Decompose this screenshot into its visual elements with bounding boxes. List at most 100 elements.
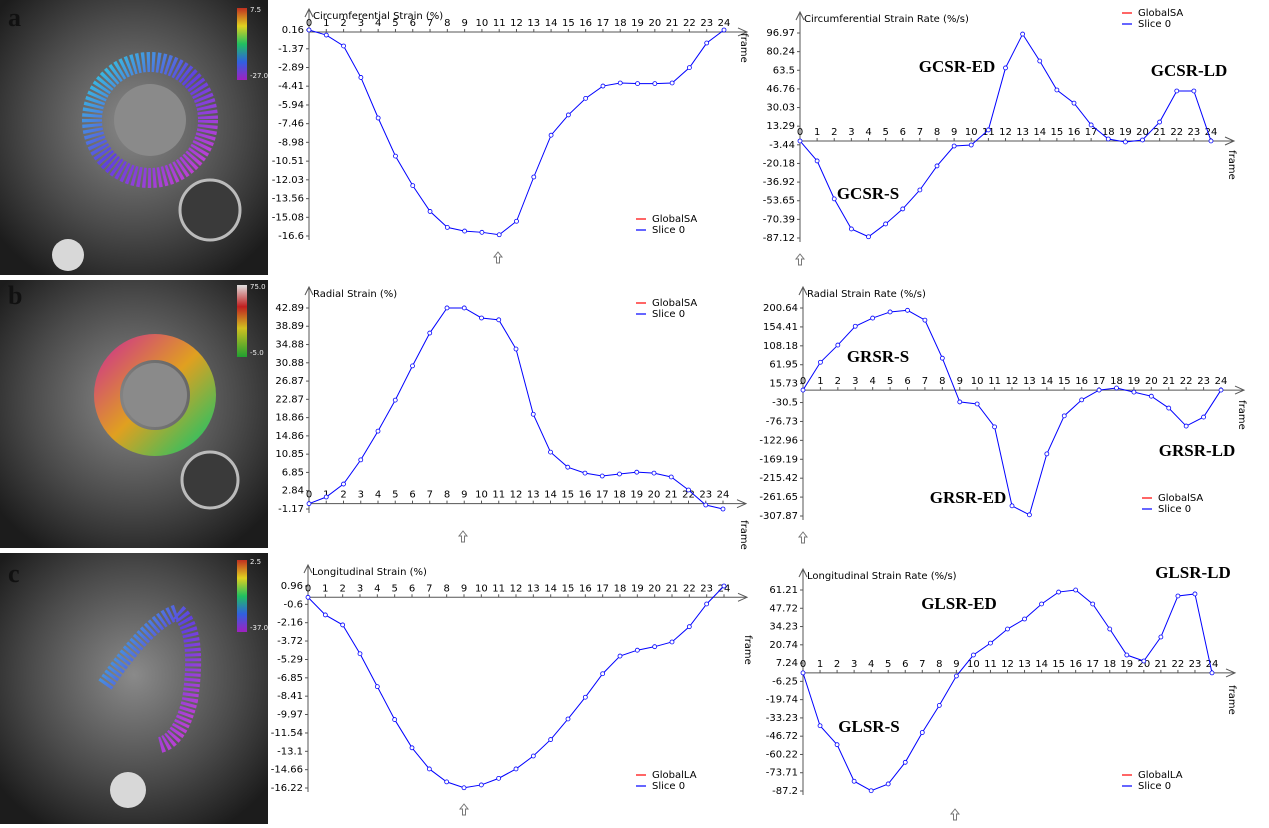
y-tick-label: 30.88	[275, 358, 304, 369]
x-tick-label: 22	[682, 490, 695, 501]
x-tick-label: 5	[392, 490, 398, 501]
data-point	[358, 457, 364, 463]
annotation: GRSR-ED	[930, 488, 1007, 507]
data-point	[1005, 626, 1010, 632]
x-tick-label: 21	[1155, 659, 1168, 670]
data-point	[548, 449, 553, 455]
x-tick-label: 18	[614, 583, 627, 594]
x-tick-label: 3	[357, 583, 363, 594]
x-tick-label: 0	[800, 659, 806, 670]
x-tick-label: 7	[426, 583, 432, 594]
data-point	[1157, 119, 1163, 125]
legend-label: Slice 0	[652, 225, 685, 236]
data-point	[1071, 100, 1077, 106]
x-tick-label: 3	[358, 18, 364, 29]
x-tick-label: 2	[831, 127, 837, 138]
x-tick-label: 3	[851, 659, 857, 670]
colorbar-label: -37.0	[250, 624, 268, 632]
data-point	[905, 307, 910, 313]
chart-title: Longitudinal Strain (%)	[312, 567, 427, 578]
y-tick-label: -76.73	[766, 416, 798, 427]
data-point	[1131, 389, 1137, 395]
x-tick-label: 13	[527, 490, 540, 501]
x-tick-label: 19	[631, 583, 644, 594]
data-point	[444, 224, 450, 230]
x-axis-label: frame	[742, 635, 753, 665]
series-line	[802, 589, 1213, 792]
marker-arrow	[458, 803, 470, 816]
x-tick-label: 1	[814, 127, 820, 138]
x-tick-label: 13	[527, 583, 540, 594]
x-tick-label: 19	[630, 490, 643, 501]
data-point	[870, 315, 876, 321]
annotation: GLSR-ED	[921, 594, 997, 613]
data-point	[635, 81, 640, 86]
data-point	[375, 428, 381, 434]
y-tick-label: -73.71	[766, 768, 798, 779]
data-point	[885, 781, 891, 787]
x-tick-label: 22	[683, 18, 696, 29]
data-point	[393, 153, 398, 159]
chart-title: Circumferential Strain Rate (%/s)	[804, 14, 969, 25]
x-tick-label: 22	[683, 583, 696, 594]
panel-label: b	[8, 281, 22, 310]
y-tick-label: -10.51	[272, 156, 304, 167]
y-tick-label: 80.24	[766, 47, 795, 58]
data-point	[479, 315, 484, 321]
legend-label: Slice 0	[652, 309, 685, 320]
y-tick-label: 7.24	[776, 658, 798, 669]
image-c	[0, 553, 268, 824]
annotation: GCSR-LD	[1151, 61, 1228, 80]
marker-arrow	[794, 253, 806, 266]
x-tick-label: 7	[427, 18, 433, 29]
x-tick-label: 17	[597, 18, 610, 29]
x-tick-label: 15	[1052, 659, 1065, 670]
data-point	[323, 494, 329, 500]
y-tick-label: -46.72	[766, 731, 798, 742]
x-tick-label: 5	[885, 659, 891, 670]
y-tick-label: -4.41	[278, 81, 304, 92]
x-tick-label: 5	[887, 376, 893, 387]
y-tick-label: 30.03	[766, 103, 795, 114]
x-tick-label: 2	[835, 376, 841, 387]
y-tick-label: -16.22	[271, 783, 303, 794]
data-point	[668, 474, 674, 480]
y-tick-label: -36.92	[763, 177, 795, 188]
x-axis-arrow	[737, 592, 749, 602]
x-tick-label: 11	[984, 659, 997, 670]
y-tick-label: -5.94	[278, 100, 304, 111]
x-tick-label: 14	[544, 490, 557, 501]
x-tick-label: 15	[1058, 376, 1071, 387]
data-point	[686, 487, 691, 493]
y-tick-label: -6.85	[277, 673, 303, 684]
x-tick-label: 8	[939, 376, 945, 387]
chart: frame Radial Strain (%) 42.89 38.89 34.88 30.…	[275, 285, 749, 550]
data-point	[704, 601, 710, 607]
data-point	[851, 778, 857, 784]
data-point	[426, 766, 432, 772]
data-point	[1201, 414, 1206, 420]
data-point	[1209, 670, 1215, 676]
series-line	[802, 309, 1222, 516]
x-tick-label: 19	[1120, 659, 1133, 670]
data-point	[919, 730, 925, 735]
x-tick-label: 11	[982, 127, 995, 138]
x-tick-label: 14	[1040, 376, 1053, 387]
data-point	[1158, 634, 1164, 640]
y-tick-label: -2.89	[278, 62, 304, 73]
chart-title: Radial Strain Rate (%/s)	[807, 289, 926, 300]
data-point	[831, 196, 837, 202]
data-point	[306, 27, 312, 33]
y-tick-label: 20.74	[769, 640, 798, 651]
data-point	[1114, 385, 1119, 391]
data-point	[669, 639, 675, 645]
y-tick-label: 46.76	[766, 84, 795, 95]
annotation: GLSR-LD	[1155, 563, 1231, 582]
x-tick-label: 24	[1206, 659, 1219, 670]
legend-label: Slice 0	[1158, 504, 1191, 515]
y-tick-label: -13.56	[272, 194, 304, 205]
series-line	[307, 585, 725, 789]
x-tick-label: 10	[476, 18, 489, 29]
y-tick-label: -1.37	[278, 44, 304, 55]
x-tick-label: 9	[957, 376, 963, 387]
